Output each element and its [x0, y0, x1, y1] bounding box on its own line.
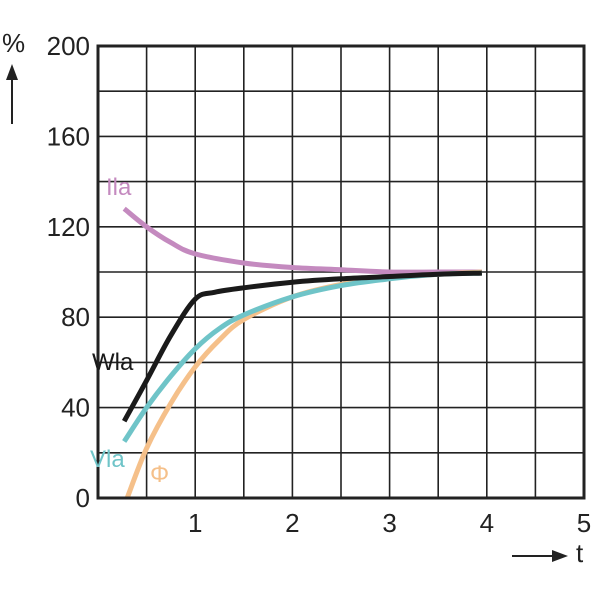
- series-label-ila: Ila: [106, 174, 132, 201]
- y-tick-label: 80: [61, 302, 90, 332]
- series-line-vla: [122, 270, 482, 443]
- series-label-vla: Vla: [90, 446, 125, 473]
- series-line-ila: [122, 206, 482, 275]
- y-tick-label: 120: [47, 212, 90, 242]
- series-line-phi: [124, 269, 483, 499]
- x-axis-label: t: [576, 538, 584, 568]
- y-tick-label: 200: [47, 31, 90, 61]
- series-label-phi: Φ: [150, 461, 169, 488]
- y-tick-label: 40: [61, 393, 90, 423]
- x-axis-arrow: [512, 550, 568, 562]
- x-tick-label: 2: [285, 508, 299, 538]
- x-tick-label: 5: [577, 508, 591, 538]
- series-line-wla: [122, 270, 482, 423]
- x-tick-label: 4: [480, 508, 494, 538]
- x-tick-label: 3: [382, 508, 396, 538]
- series-layer: [122, 206, 483, 499]
- plot-frame: [96, 44, 586, 500]
- tick-labels: 0 40 80 120 160 200 1 2 3 4 5: [47, 31, 592, 538]
- x-tick-label: 1: [188, 508, 202, 538]
- series-label-wla: Wla: [92, 349, 134, 376]
- y-tick-label: 160: [47, 121, 90, 151]
- y-tick-label: 0: [76, 483, 90, 513]
- y-axis-arrow: [6, 64, 18, 124]
- y-axis-label: %: [2, 28, 25, 58]
